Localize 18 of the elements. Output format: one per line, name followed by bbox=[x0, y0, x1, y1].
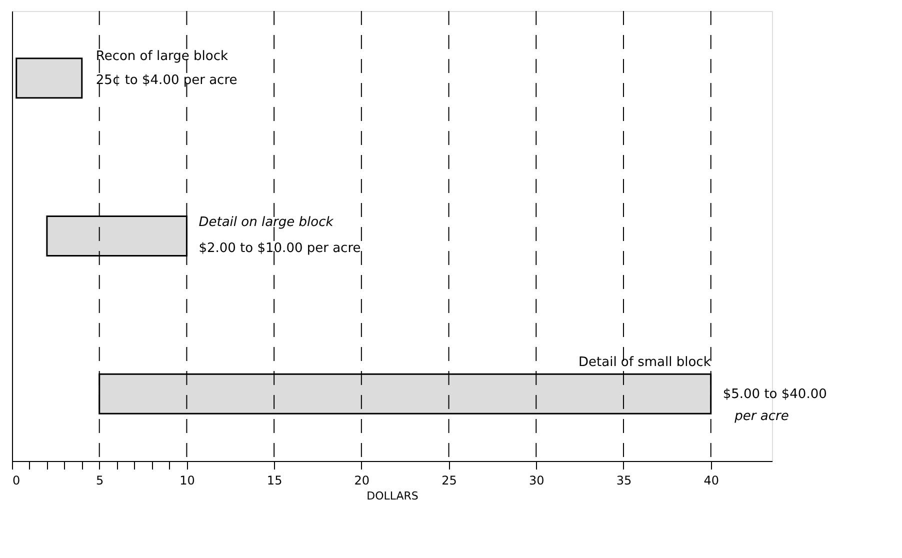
x-tick-label: 20 bbox=[354, 474, 370, 488]
x-tick-label: 5 bbox=[96, 474, 104, 488]
x-tick-label: 25 bbox=[442, 474, 457, 488]
annotation: $5.00 to $40.00 bbox=[722, 386, 827, 402]
annotation: 25¢ to $4.00 per acre bbox=[96, 73, 238, 88]
x-axis-title: DOLLARS bbox=[366, 490, 418, 502]
x-tick-label: 0 bbox=[12, 474, 20, 488]
annotation: Detail of small block bbox=[578, 354, 712, 370]
annotation: Detail on large block bbox=[198, 215, 334, 230]
bar bbox=[16, 58, 83, 99]
annotation: Recon of large block bbox=[96, 49, 229, 64]
x-tick-label: 40 bbox=[704, 474, 719, 488]
x-tick-label: 30 bbox=[528, 474, 544, 488]
x-tick-label: 15 bbox=[266, 474, 282, 488]
annotation: per acre bbox=[734, 408, 789, 424]
x-tick-label: 35 bbox=[616, 474, 632, 488]
annotation: $2.00 to $10.00 per acre bbox=[198, 241, 361, 256]
x-tick-label: 10 bbox=[180, 474, 195, 488]
